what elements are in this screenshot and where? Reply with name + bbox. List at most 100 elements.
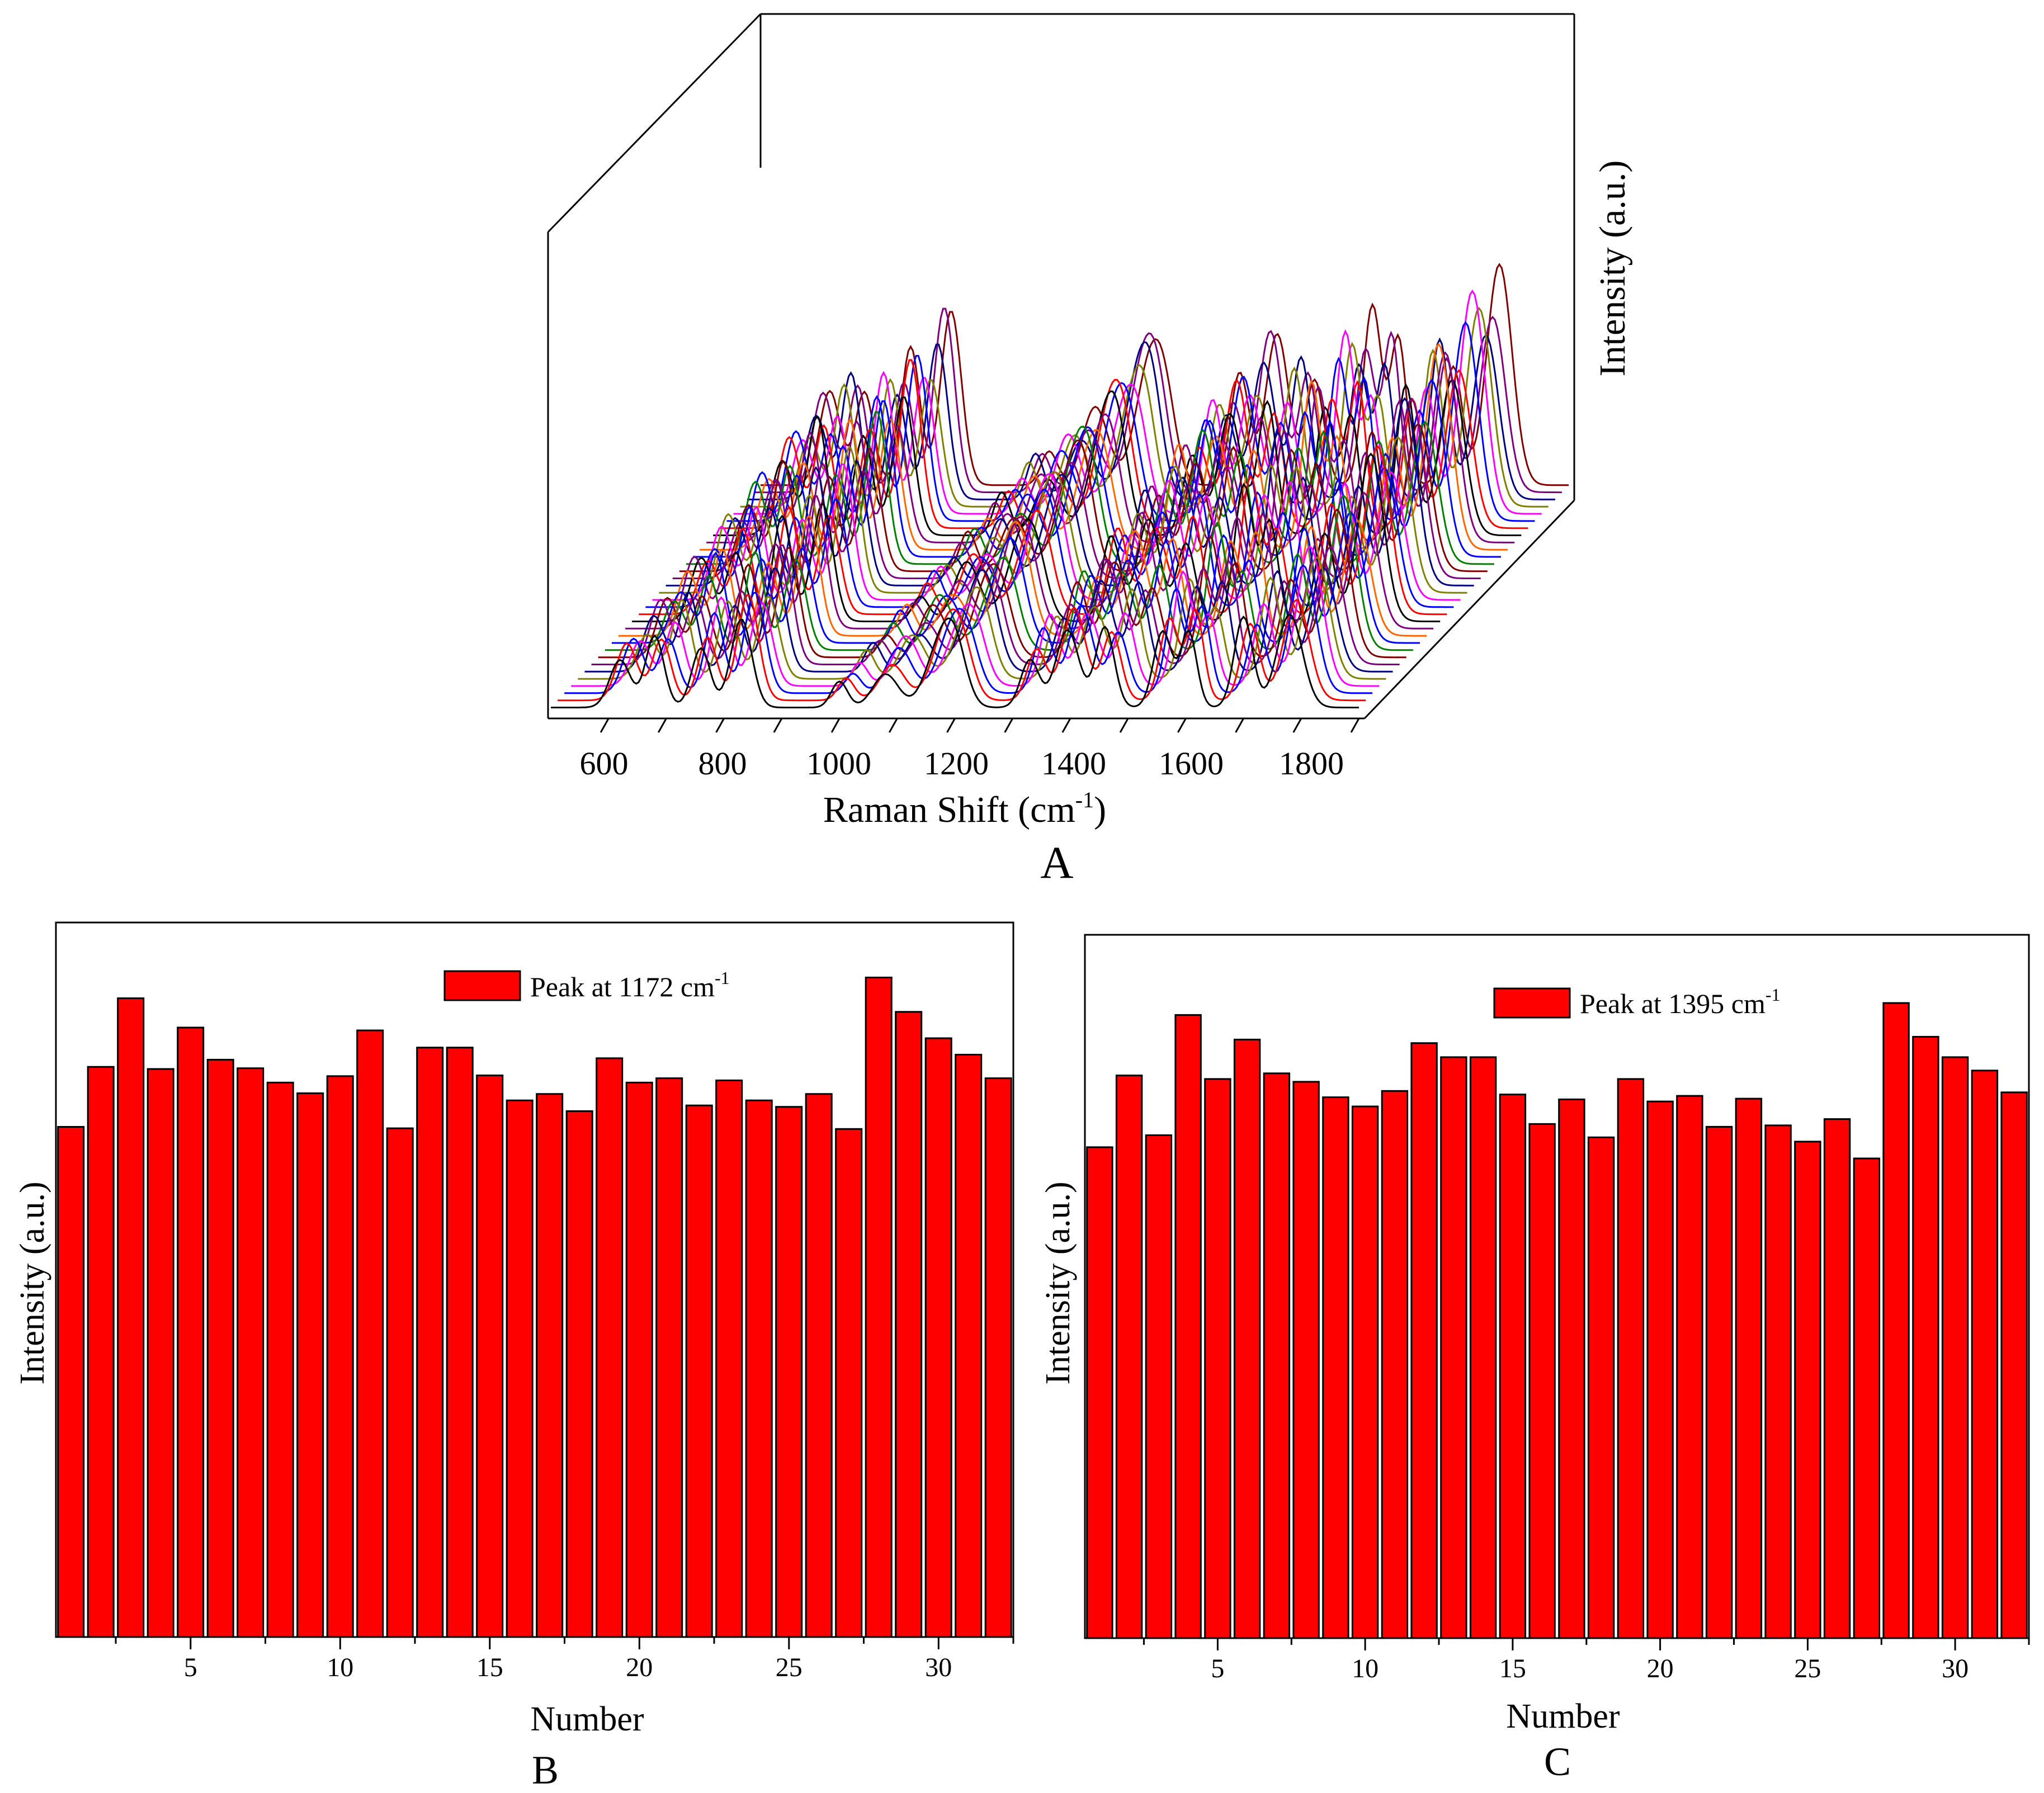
x-tick-label: 5 (184, 1653, 197, 1682)
x-tick-label: 800 (698, 745, 747, 782)
spectrum-line (733, 289, 1542, 515)
bar (476, 1075, 504, 1638)
bar (924, 1037, 952, 1638)
x-tick-label: 30 (1942, 1654, 1969, 1683)
y-axis-title: Intensity (a.u.) (13, 1181, 51, 1384)
panel-label: B (532, 1748, 559, 1792)
bar (1322, 1096, 1349, 1639)
bar (386, 1127, 414, 1638)
legend-swatch (443, 970, 521, 1001)
bar (865, 976, 893, 1638)
x-tick-labels: 600 800 1000 1200 1400 1600 1800 (580, 745, 1344, 782)
x-tick-label: 1600 (1159, 745, 1224, 782)
bar (984, 1077, 1012, 1638)
bar (1912, 1035, 1939, 1639)
bar (356, 1029, 384, 1638)
panel-a: 600 800 1000 1200 1400 1600 1800 Raman S… (547, 13, 1633, 888)
spectrum-line (645, 466, 1454, 608)
bar (1705, 1125, 1733, 1639)
bar (895, 1011, 923, 1638)
x-tick (1177, 718, 1187, 733)
legend: Peak at 1172 cm-1 (443, 968, 730, 1002)
bar (536, 1093, 564, 1638)
x-axis-title: Number (1506, 1697, 1620, 1735)
x-axis-title: Number (530, 1700, 644, 1738)
spectrum-line (591, 544, 1400, 665)
legend-swatch (1493, 987, 1571, 1019)
y-axis-title: Intensity (a.u.) (1592, 160, 1633, 377)
bar (416, 1047, 444, 1638)
x-tick (1350, 718, 1360, 733)
x-tick-label: 10 (1352, 1654, 1379, 1683)
legend: Peak at 1395 cm-1 (1493, 985, 1781, 1019)
bar (1292, 1081, 1320, 1639)
bar (296, 1092, 324, 1638)
y-axis-title: Intensity (a.u.) (1039, 1181, 1077, 1384)
x-tick-label: 1200 (924, 745, 989, 782)
bar (1233, 1038, 1261, 1639)
x-tick-label: 1000 (806, 745, 871, 782)
x-axis-title: Raman Shift (cm-1) (823, 787, 1106, 830)
x-tick-label: 600 (580, 745, 629, 782)
bar-series (57, 976, 1012, 1638)
bar (2000, 1091, 2028, 1639)
bar (565, 1110, 593, 1638)
bar (446, 1047, 474, 1638)
x-tick (1292, 718, 1302, 733)
x-tick-label: 25 (1794, 1654, 1821, 1683)
x-axis-ticks (115, 1637, 1014, 1649)
bar (685, 1104, 713, 1638)
x-tick-label: 25 (776, 1653, 803, 1682)
bar (117, 997, 145, 1638)
x-axis-ticks (1143, 1638, 2030, 1650)
bar (177, 1026, 205, 1638)
x-tick (715, 718, 725, 733)
depth-top-left-edge (547, 13, 762, 233)
x-tick-label: 5 (1211, 1654, 1224, 1683)
bar (506, 1099, 534, 1638)
bar (715, 1079, 743, 1638)
x-tick (658, 718, 667, 733)
bar (1823, 1118, 1851, 1639)
spectrum-line (578, 556, 1386, 680)
bar (1764, 1124, 1792, 1639)
panel-a-box (547, 13, 1575, 720)
x-tick-label: 20 (626, 1653, 653, 1682)
bar (1676, 1095, 1703, 1639)
x-tick-label: 15 (476, 1653, 503, 1682)
bar (625, 1081, 653, 1638)
bar (596, 1057, 624, 1638)
x-tick (888, 718, 898, 733)
plot-frame (1084, 934, 2030, 1639)
x-tick (1004, 718, 1014, 733)
bar (1204, 1078, 1231, 1639)
x-tick (1235, 718, 1244, 733)
bar (745, 1099, 773, 1638)
bar (1174, 1014, 1202, 1639)
bar (1794, 1141, 1821, 1639)
bar (1263, 1072, 1291, 1639)
bar (1735, 1097, 1763, 1639)
bar (835, 1128, 863, 1638)
bar (1469, 1056, 1497, 1639)
x-tick (830, 718, 841, 733)
bar (326, 1075, 354, 1638)
spectrum-line (571, 545, 1380, 687)
x-tick-label: 10 (327, 1653, 353, 1682)
x-tick-labels: 5 10 15 20 25 30 (1211, 1654, 1969, 1683)
bar (1882, 1002, 1910, 1639)
x-tick (1061, 718, 1071, 733)
spectrum-line (564, 564, 1373, 694)
bar (1617, 1078, 1645, 1639)
spectrum-line (584, 566, 1393, 673)
bar (1558, 1098, 1585, 1639)
panel-label: C (1544, 1739, 1571, 1784)
bar (1499, 1094, 1527, 1639)
x-axis-ticks (599, 718, 1360, 733)
panel-c: 5 10 15 20 25 30 Peak at 1395 cm-1 Numbe… (1039, 934, 2030, 1784)
bar (206, 1058, 234, 1638)
bar (775, 1106, 803, 1638)
bar (57, 1126, 85, 1638)
bar (1971, 1070, 1999, 1639)
